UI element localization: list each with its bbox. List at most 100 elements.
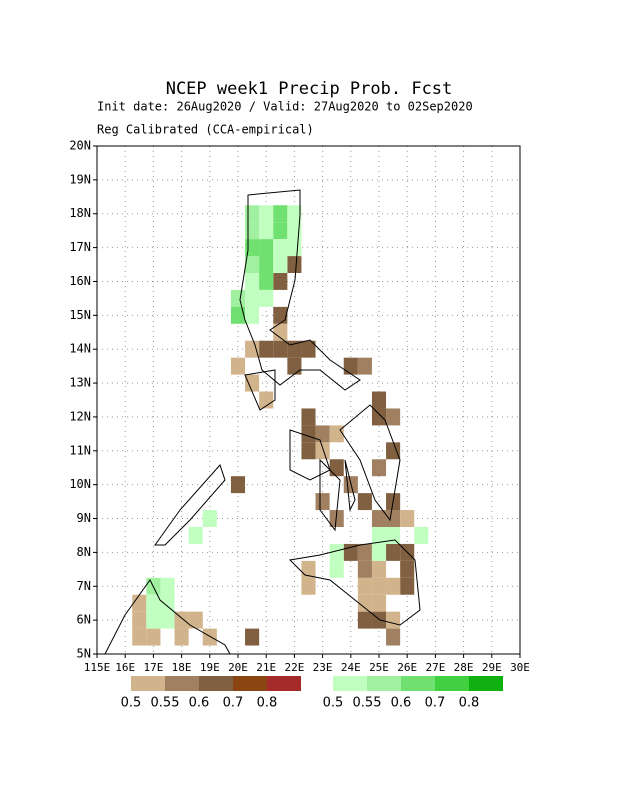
y-tick-label: 17N: [69, 240, 91, 254]
dry-cell: [386, 408, 401, 426]
dry-cell: [357, 577, 372, 595]
x-tick-label: 27E: [425, 661, 445, 674]
x-tick-label: 16E: [115, 661, 135, 674]
dry-cell: [386, 611, 401, 629]
dry-cell: [400, 560, 415, 578]
subtitle: Init date: 26Aug2020 / Valid: 27Aug2020 …: [97, 100, 473, 114]
dry-cell: [245, 340, 260, 358]
y-tick-label: 7N: [77, 579, 91, 593]
wet-cell: [273, 205, 288, 223]
wet-cell: [259, 256, 274, 273]
dry-cell: [301, 425, 316, 443]
dry-cell: [132, 628, 147, 646]
dry-cell: [245, 628, 260, 646]
dry-cell: [371, 408, 387, 426]
x-tick-label: 25E: [369, 661, 389, 674]
dry-cell: [301, 577, 316, 595]
y-tick-label: 20N: [69, 139, 91, 153]
dry-colorbar-label: 0.8: [257, 696, 278, 711]
dry-cell: [273, 323, 288, 341]
negros: [319, 458, 341, 532]
dry-cell: [386, 442, 401, 460]
dry-cell: [371, 594, 387, 612]
mindanao: [288, 539, 421, 626]
mindoro: [244, 369, 276, 411]
wet-cell: [329, 560, 344, 578]
wet-colorbar-box: [401, 676, 435, 691]
x-tick-label: 115E: [84, 661, 111, 674]
wet-cell: [202, 510, 217, 527]
x-tick-label: 30E: [510, 661, 530, 674]
x-tick-label: 17E: [143, 661, 163, 674]
wet-colorbar-box: [435, 676, 469, 691]
wet-cell: [273, 256, 288, 273]
dry-cell: [202, 628, 217, 646]
dry-cell: [315, 425, 330, 443]
y-tick-label: 15N: [69, 308, 91, 322]
dry-cell: [329, 459, 344, 477]
dry-cell: [371, 577, 387, 595]
wet-cell: [371, 527, 387, 544]
wet-cell: [273, 222, 288, 240]
dry-cell: [329, 510, 344, 527]
coastline: [104, 189, 421, 655]
dry-cell: [188, 611, 203, 629]
wet-cell: [287, 205, 302, 223]
x-tick-label: 19E: [200, 661, 220, 674]
y-tick-label: 14N: [69, 342, 91, 356]
x-tick-label: 29E: [482, 661, 502, 674]
wet-cell: [245, 289, 260, 307]
dry-cell: [273, 306, 288, 324]
y-tick-label: 5N: [77, 647, 91, 661]
dry-cell: [174, 611, 189, 629]
dry-cell: [245, 374, 260, 392]
wet-colorbar-label: 0.7: [425, 696, 446, 711]
wet-colorbar-label: 0.8: [459, 696, 480, 711]
dry-cell: [230, 357, 246, 375]
x-tick-label: 24E: [341, 661, 361, 674]
dry-colorbar-box: [199, 676, 233, 691]
dry-colorbar-label: 0.6: [189, 696, 210, 711]
wet-colorbar-box: [333, 676, 367, 691]
x-tick-label: 22E: [284, 661, 304, 674]
samar-leyte: [339, 404, 401, 522]
wet-cell: [259, 239, 274, 257]
y-tick-label: 11N: [69, 443, 91, 457]
x-tick-label: 21E: [256, 661, 276, 674]
dry-cell: [371, 611, 387, 629]
x-tick-label: 28E: [454, 661, 474, 674]
dry-cell: [146, 628, 161, 646]
dry-cell: [400, 510, 415, 527]
dry-cell: [343, 357, 358, 375]
dry-cell: [273, 340, 288, 358]
dry-cell: [259, 340, 274, 358]
subtitle: Reg Calibrated (CCA-empirical): [97, 123, 314, 137]
dry-cell: [259, 391, 274, 409]
wet-cell: [259, 289, 274, 307]
wet-colorbar-label: 0.55: [353, 696, 382, 711]
wet-cell: [287, 222, 302, 240]
cebu: [344, 459, 356, 512]
dry-cell: [357, 493, 372, 511]
wet-colorbar-label: 0.6: [391, 696, 412, 711]
x-tick-label: 26E: [397, 661, 417, 674]
dry-colorbar-box: [131, 676, 165, 691]
wet-cell: [230, 306, 246, 324]
dry-cell: [132, 594, 147, 612]
dry-colorbar-label: 0.7: [223, 696, 244, 711]
dry-cell: [287, 357, 302, 375]
dry-cell: [386, 628, 401, 646]
wet-cell: [160, 611, 175, 629]
dry-cell: [174, 628, 189, 646]
wet-colorbar-box: [367, 676, 401, 691]
dry-colorbar-box: [267, 676, 301, 691]
dry-cell: [315, 493, 330, 511]
wet-colorbar-label: 0.5: [323, 696, 344, 711]
x-tick-label: 20E: [228, 661, 248, 674]
y-tick-label: 10N: [69, 477, 91, 491]
dry-cell: [301, 560, 316, 578]
dry-cell: [371, 560, 387, 578]
dry-cell: [301, 442, 316, 460]
dry-cell: [273, 273, 288, 290]
wet-cell: [414, 527, 429, 544]
